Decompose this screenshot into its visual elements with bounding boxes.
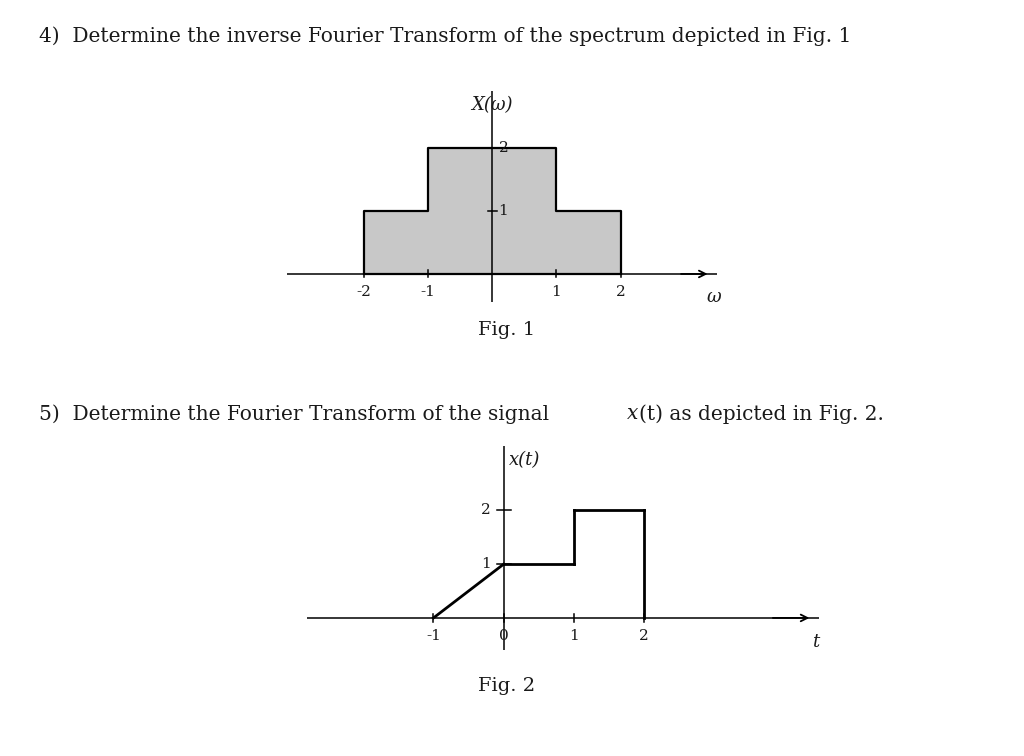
Text: (t) as depicted in Fig. 2.: (t) as depicted in Fig. 2. [639,404,884,424]
Text: Fig. 1: Fig. 1 [478,321,536,339]
Text: 4)  Determine the inverse Fourier Transform of the spectrum depicted in Fig. 1: 4) Determine the inverse Fourier Transfo… [39,26,851,46]
Text: 2: 2 [615,285,626,299]
Text: 5)  Determine the Fourier Transform of the signal: 5) Determine the Fourier Transform of th… [39,404,555,424]
Text: 2: 2 [481,503,490,518]
Text: x: x [627,404,638,423]
Text: 1: 1 [481,557,490,572]
Text: X(ω): X(ω) [471,96,513,113]
Text: ω: ω [707,288,721,306]
Text: -1: -1 [426,629,441,643]
Text: 2: 2 [639,629,649,643]
Text: Fig. 2: Fig. 2 [478,677,536,695]
Text: x(t): x(t) [509,451,541,469]
Text: 2: 2 [499,141,508,154]
Text: t: t [812,633,819,651]
Text: 0: 0 [499,629,509,643]
Text: 1: 1 [569,629,579,643]
Text: -1: -1 [421,285,435,299]
Text: 1: 1 [552,285,561,299]
Text: 1: 1 [499,204,508,218]
Text: -2: -2 [356,285,371,299]
